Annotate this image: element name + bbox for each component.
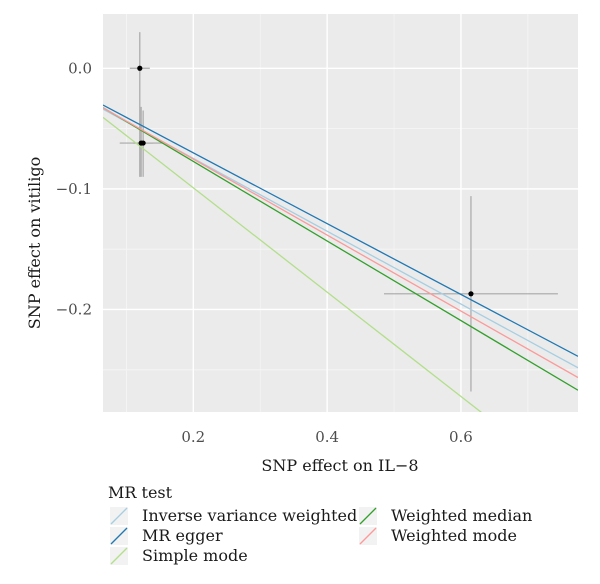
legend-label: MR egger (142, 526, 223, 545)
legend-item: Weighted median (359, 506, 532, 525)
legend-item: MR egger (110, 526, 223, 545)
x-tick-label: 0.4 (315, 428, 339, 446)
x-tick-label: 0.6 (449, 428, 473, 446)
legend-key-line (359, 507, 377, 525)
legend-item: Simple mode (110, 546, 248, 565)
regression-line (103, 104, 578, 357)
data-point (468, 291, 474, 297)
y-tick-label: −0.2 (56, 300, 92, 318)
legend-key-line (110, 547, 128, 565)
legend-key-line (359, 527, 377, 545)
data-point (140, 140, 146, 146)
y-tick-label: 0.0 (68, 59, 92, 77)
legend-item: Inverse variance weighted (110, 506, 357, 525)
legend-label: Inverse variance weighted (142, 506, 357, 525)
plot-panel (103, 14, 578, 412)
tick-labels: 0.2 0.4 0.6 0.0 −0.1 −0.2 (56, 59, 473, 446)
y-tick-label: −0.1 (56, 180, 92, 198)
x-tick-label: 0.2 (181, 428, 205, 446)
regression-line (103, 107, 578, 391)
y-axis-title: SNP effect on vitiligo (25, 157, 44, 329)
legend-label: Weighted median (391, 506, 532, 525)
regression-line (103, 107, 578, 379)
regression-lines (103, 104, 578, 412)
panel-background (103, 14, 578, 412)
x-axis-title: SNP effect on IL−8 (261, 456, 418, 475)
legend-label: Simple mode (142, 546, 248, 565)
data-point (137, 65, 143, 71)
data-points (137, 65, 474, 297)
regression-line (103, 116, 482, 412)
legend-item: Weighted mode (359, 526, 517, 545)
legend-title: MR test (108, 483, 173, 502)
legend-key-line (110, 507, 128, 525)
legend-key-line (110, 527, 128, 545)
legend-label: Weighted mode (391, 526, 517, 545)
